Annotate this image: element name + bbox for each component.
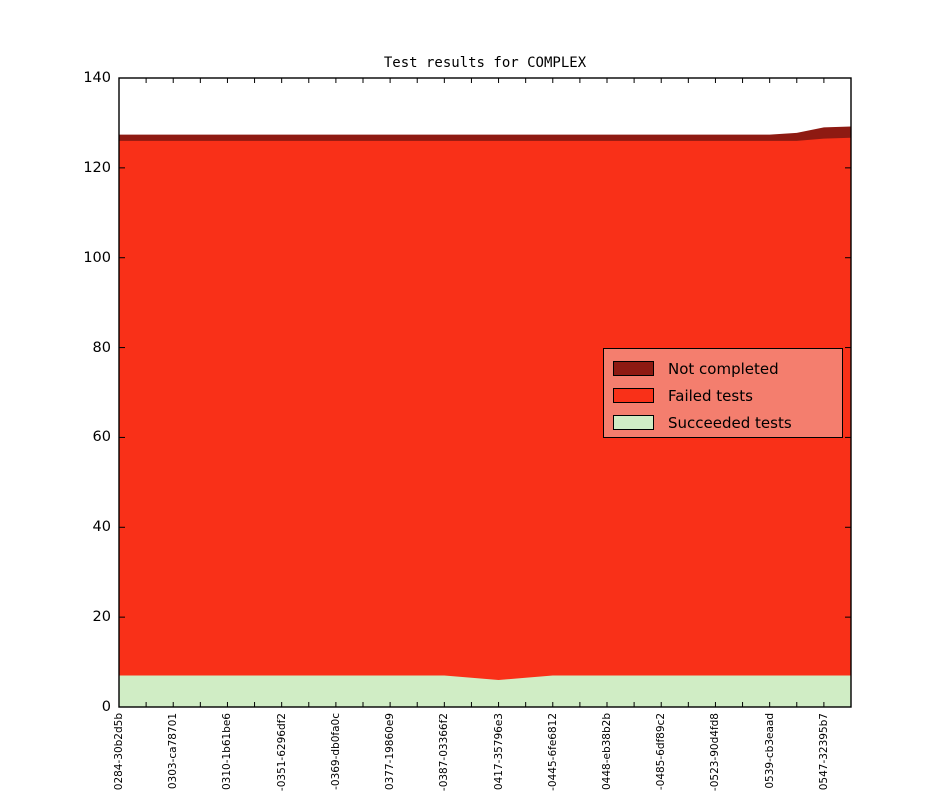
y-tick-label: 0 <box>101 699 111 715</box>
y-tick-label: 120 <box>83 159 111 176</box>
x-tick-label: -0387-03366f2 <box>438 713 451 791</box>
y-tick-label: 140 <box>83 70 111 86</box>
x-tick-label: 0539-cb3eaad <box>763 713 776 789</box>
chart-title: Test results for COMPLEX <box>383 55 587 71</box>
x-tick-label: -0485-6df89c2 <box>655 713 668 791</box>
legend-item: Not completed <box>604 355 842 382</box>
x-tick-label: 0448-eb38b2b <box>601 713 613 791</box>
legend-swatch-icon <box>613 415 654 430</box>
y-tick-label: 20 <box>92 609 111 626</box>
x-tick-label: -0445-6fe6812 <box>546 713 559 791</box>
axes-frame <box>118 77 852 708</box>
x-tick-label: 0303-ca78701 <box>167 713 180 790</box>
x-tick-label: -0523-90d4fd8 <box>709 713 722 791</box>
legend-swatch-icon <box>613 388 654 403</box>
x-tick-label: 0547-32395b7 <box>817 713 830 791</box>
legend-label: Not completed <box>668 359 779 378</box>
area-failed <box>119 137 851 707</box>
x-tick-label: -0351-6296df2 <box>275 713 288 791</box>
legend-label: Failed tests <box>668 386 753 405</box>
legend-label: Succeeded tests <box>668 413 792 432</box>
x-tick-label: 0284-30b2d5b <box>113 713 125 791</box>
x-tick-label: 0377-19860e9 <box>384 713 397 791</box>
legend-item: Failed tests <box>604 382 842 409</box>
y-tick-label: 40 <box>92 519 111 536</box>
legend: Not completed Failed tests Succeeded tests <box>603 348 843 438</box>
legend-swatch-icon <box>613 361 654 376</box>
x-tick-label: 0310-1b61be6 <box>221 713 234 791</box>
y-tick-label: 100 <box>83 249 111 266</box>
y-tick-label: 60 <box>92 429 111 446</box>
area-succeeded <box>119 675 851 707</box>
y-tick-label: 80 <box>92 339 111 356</box>
x-tick-label: 0417-35796e3 <box>492 713 505 791</box>
legend-item: Succeeded tests <box>604 409 842 436</box>
x-tick-label: -0369-db0fa0c <box>329 713 342 790</box>
